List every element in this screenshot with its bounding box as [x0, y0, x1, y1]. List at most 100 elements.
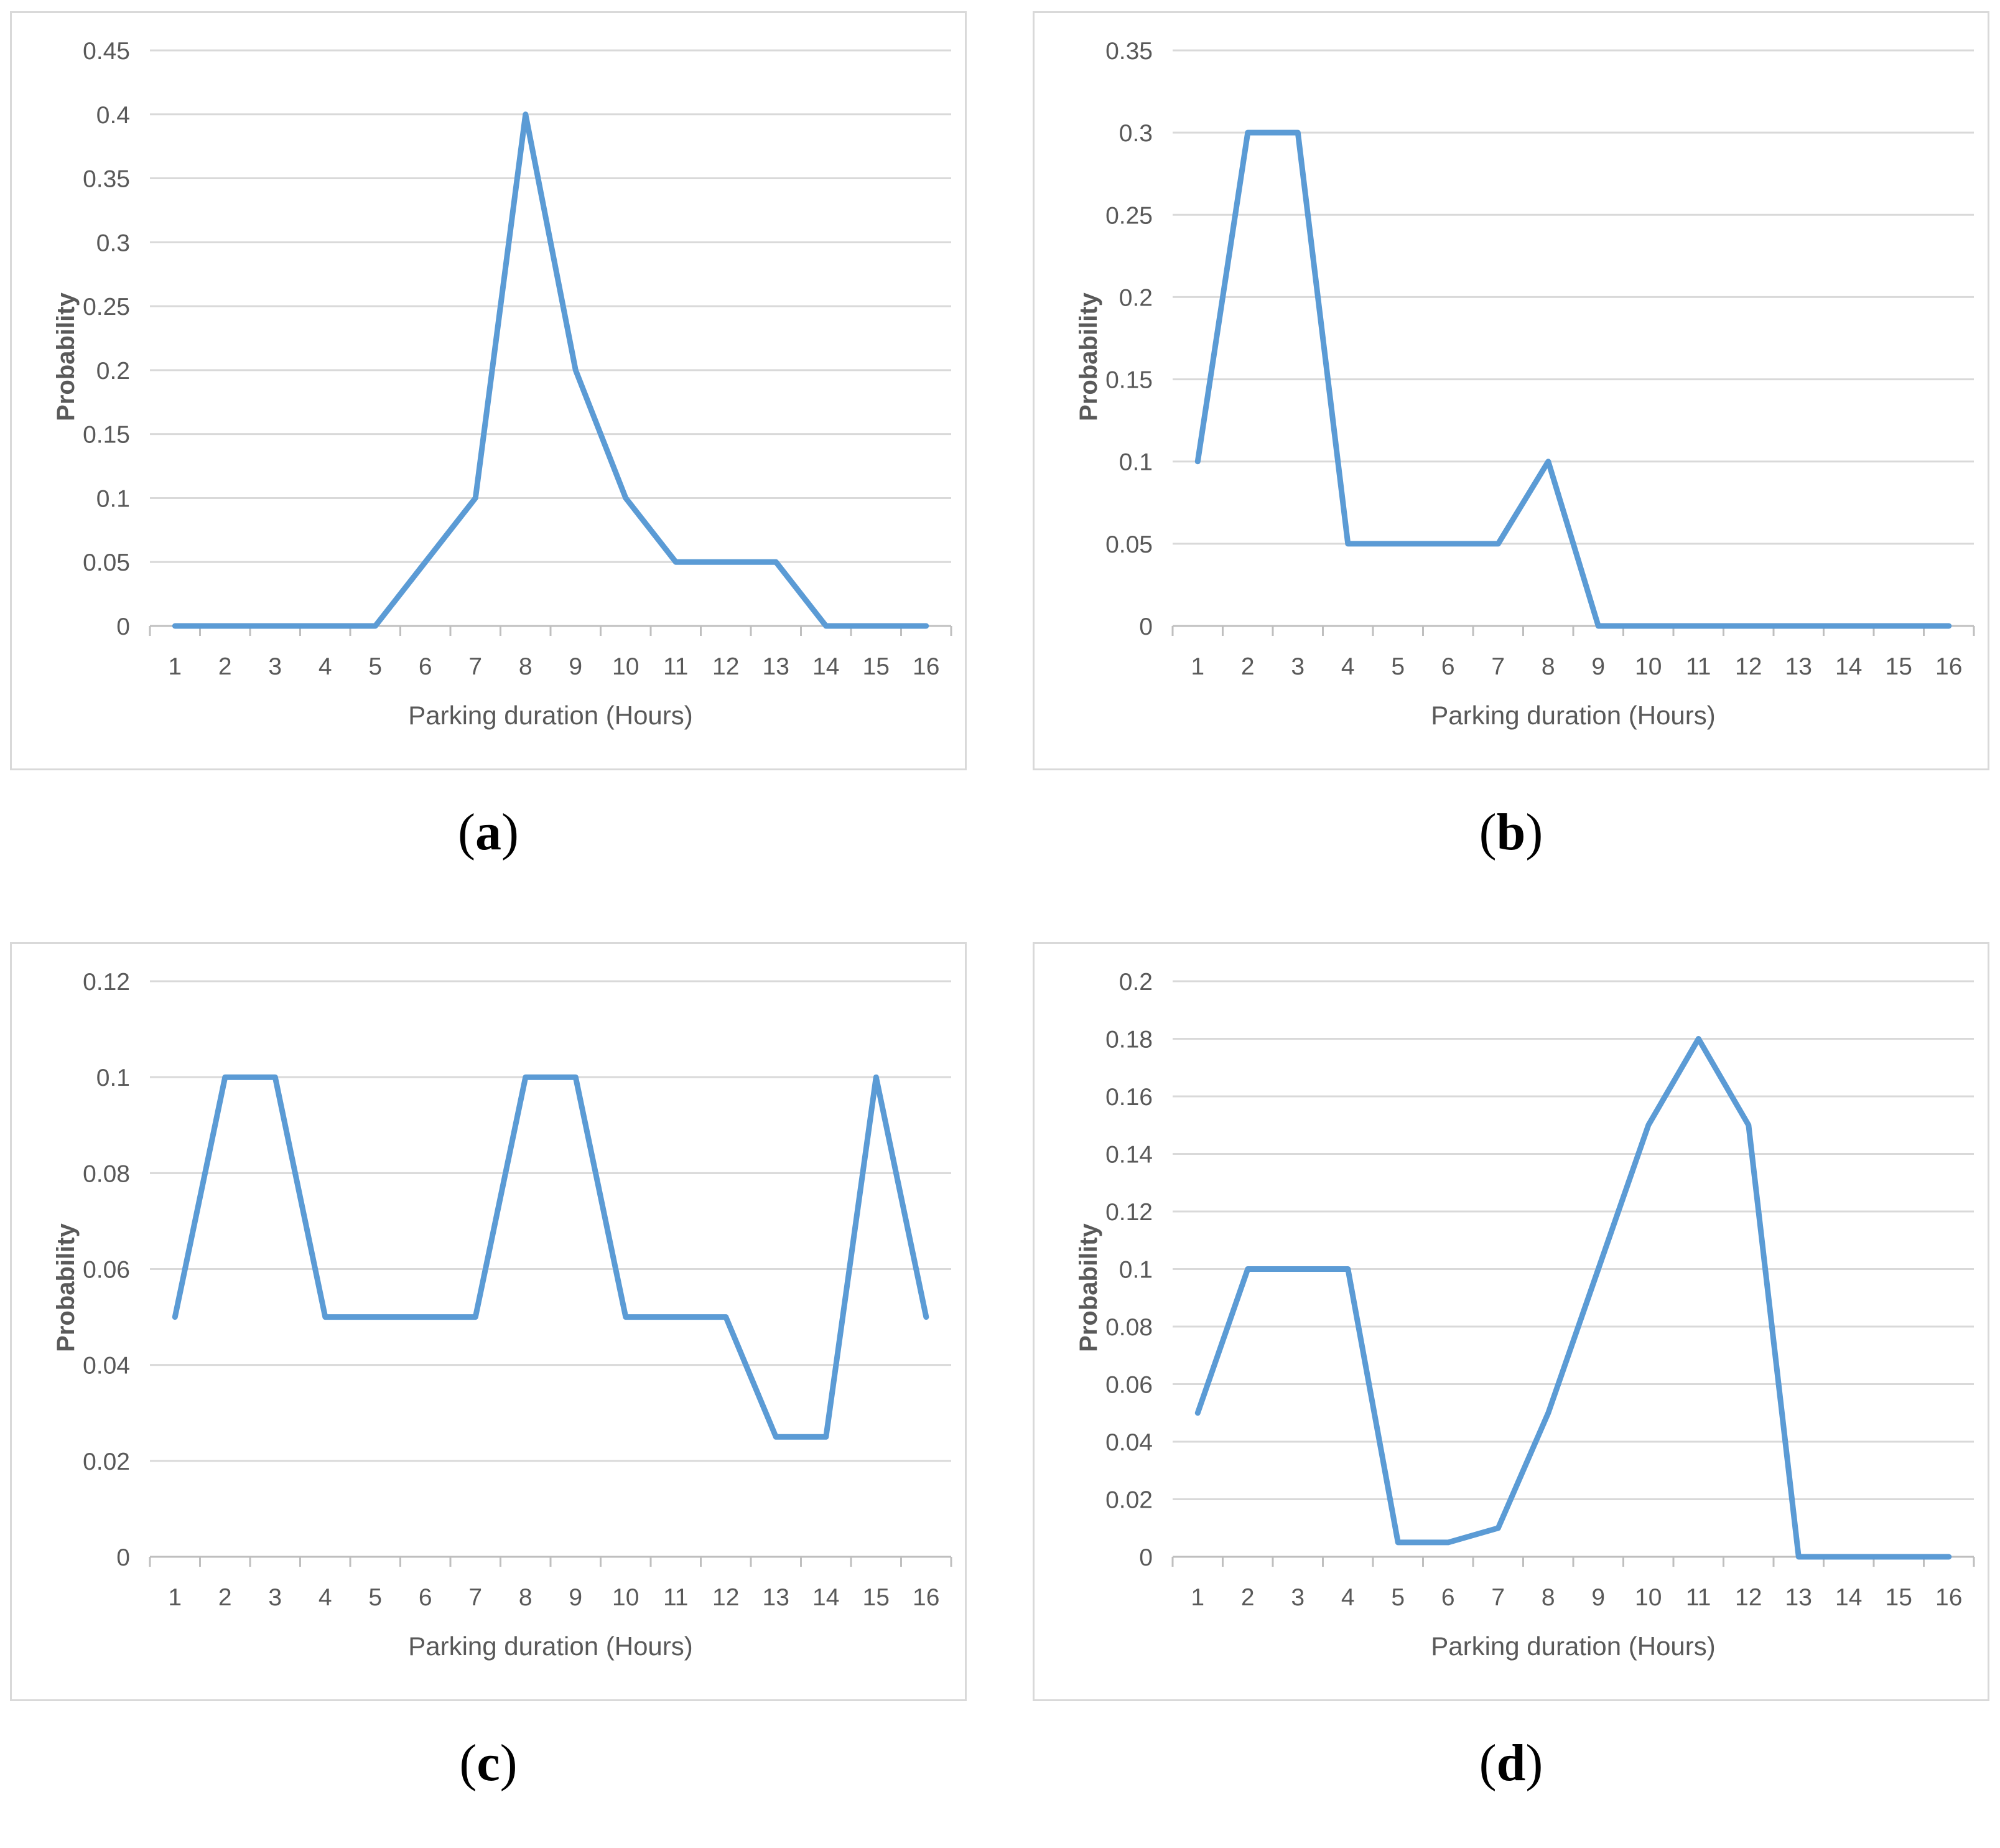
- caption-d-open: (: [1479, 1734, 1497, 1792]
- y-tick-label-d-1: 0.02: [1105, 1487, 1153, 1514]
- x-tick-label-d-1: 2: [1241, 1584, 1255, 1611]
- x-tick-label-b-7: 8: [1542, 653, 1555, 680]
- x-tick-label-b-1: 2: [1241, 653, 1255, 680]
- y-tick-label-a-4: 0.2: [96, 358, 130, 385]
- x-tick-label-d-15: 16: [1935, 1584, 1962, 1611]
- x-tick-label-a-14: 15: [863, 653, 890, 680]
- x-axis-title-b: Parking duration (Hours): [1431, 701, 1716, 730]
- x-tick-label-d-7: 8: [1542, 1584, 1555, 1611]
- x-tick-label-a-3: 4: [319, 653, 332, 680]
- y-tick-label-d-10: 0.2: [1119, 969, 1153, 996]
- x-axis-title-a: Parking duration (Hours): [408, 701, 693, 730]
- chart-panel-d: 0 0.02 0.04 0.06 0.08 0.1 0.12 0.14 0.16 0.18 0.2 1…: [1033, 942, 1989, 1848]
- x-tick-label-a-9: 10: [612, 653, 639, 680]
- x-tick-label-c-6: 7: [468, 1584, 482, 1611]
- x-tick-label-a-5: 6: [419, 653, 432, 680]
- y-axis-title-a: Probability: [52, 292, 80, 421]
- x-tick-label-b-12: 13: [1785, 653, 1812, 680]
- y-tick-label-b-7: 0.35: [1105, 38, 1153, 65]
- x-tick-label-b-6: 7: [1491, 653, 1505, 680]
- y-tick-label-d-6: 0.12: [1105, 1199, 1153, 1226]
- y-tick-label-d-7: 0.14: [1105, 1142, 1153, 1169]
- y-tick-label-d-3: 0.06: [1105, 1372, 1153, 1399]
- x-tick-label-c-0: 1: [168, 1584, 182, 1611]
- caption-b-close: ): [1525, 803, 1543, 861]
- x-tick-label-a-12: 13: [763, 653, 789, 680]
- caption-d-close: ): [1525, 1734, 1543, 1792]
- line-chart-c: 00.020.040.060.080.10.121 2 3 4 5 6 7 8 9 10 11 12 1…: [52, 969, 952, 1661]
- x-tick-label-c-9: 10: [612, 1584, 639, 1611]
- caption-c: (c): [10, 1729, 967, 1798]
- y-tick-label-a-1: 0.05: [83, 549, 130, 576]
- x-axis-title-c: Parking duration (Hours): [408, 1631, 693, 1661]
- x-tick-label-b-11: 12: [1735, 653, 1762, 680]
- y-tick-label-c-4: 0.08: [83, 1160, 130, 1187]
- x-tick-label-c-8: 9: [569, 1584, 582, 1611]
- y-tick-label-a-5: 0.25: [83, 294, 130, 320]
- caption-a: (a): [10, 798, 967, 867]
- x-tick-label-b-8: 9: [1591, 653, 1605, 680]
- x-tick-label-d-8: 9: [1591, 1584, 1605, 1611]
- x-tick-label-d-13: 14: [1835, 1584, 1862, 1611]
- x-tick-label-d-2: 3: [1291, 1584, 1305, 1611]
- x-tick-label-d-10: 11: [1686, 1584, 1711, 1611]
- y-tick-label-c-3: 0.06: [83, 1257, 130, 1284]
- y-tick-label-c-1: 0.02: [83, 1449, 130, 1475]
- x-tick-label-d-4: 5: [1391, 1584, 1405, 1611]
- y-axis-title-d: Probability: [1075, 1223, 1102, 1351]
- caption-c-open: (: [459, 1734, 477, 1792]
- caption-b: (b): [1033, 798, 1989, 867]
- x-axis-title-d: Parking duration (Hours): [1431, 1631, 1716, 1661]
- chart-panel-b: 0 0.05 0.1 0.15 0.2 0.25 0.3 0.35 1 2 3 4 5 6 7 8 9 10 11 1…: [1033, 11, 1989, 917]
- y-tick-label-c-0: 0: [116, 1544, 130, 1571]
- x-tick-label-c-15: 16: [913, 1584, 939, 1611]
- x-tick-label-a-11: 12: [712, 653, 739, 680]
- x-tick-label-a-13: 14: [812, 653, 839, 680]
- y-tick-label-b-4: 0.2: [1119, 284, 1153, 311]
- chart-frame-c: 0 0.02 0.04 0.06 0.08 0.1 0.12 1 2 3 4 5 6 7 8 9 10 11 12 1…: [10, 942, 967, 1701]
- y-tick-label-b-1: 0.05: [1105, 531, 1153, 558]
- x-tick-label-d-5: 6: [1441, 1584, 1455, 1611]
- y-tick-label-a-0: 0: [116, 614, 130, 640]
- x-tick-label-c-1: 2: [218, 1584, 232, 1611]
- chart-frame-a: 0 0.05 0.1 0.15 0.2 0.25 0.3 0.35 0.4 0.45 1 2 3 4 5 6 7…: [10, 11, 967, 770]
- x-tick-label-c-12: 13: [763, 1584, 789, 1611]
- caption-c-close: ): [500, 1734, 518, 1792]
- y-axis-title-c: Probability: [52, 1223, 80, 1351]
- x-tick-label-d-11: 12: [1735, 1584, 1762, 1611]
- caption-c-letter: c: [477, 1734, 500, 1792]
- line-chart-d: 0 0.02 0.04 0.06 0.08 0.1 0.12 0.14 0.16 0.18 0.2 1…: [1075, 969, 1975, 1661]
- x-tick-label-c-14: 15: [863, 1584, 890, 1611]
- y-tick-label-d-4: 0.08: [1105, 1314, 1153, 1341]
- y-tick-label-d-0: 0: [1139, 1544, 1153, 1571]
- x-tick-label-d-12: 13: [1785, 1584, 1812, 1611]
- x-tick-label-c-10: 11: [663, 1584, 689, 1611]
- y-tick-label-b-0: 0: [1139, 614, 1153, 640]
- x-tick-label-a-8: 9: [569, 653, 582, 680]
- y-tick-label-c-2: 0.04: [83, 1353, 130, 1379]
- chart-panel-a: 0 0.05 0.1 0.15 0.2 0.25 0.3 0.35 0.4 0.45 1 2 3 4 5 6 7…: [10, 11, 967, 917]
- y-tick-label-d-2: 0.04: [1105, 1429, 1153, 1456]
- line-chart-a: 00.050.10.150.20.250.30.350.40.451 2 3 4 5 6 7…: [52, 38, 952, 730]
- caption-b-letter: b: [1496, 803, 1526, 861]
- series-line-a-0: [172, 111, 929, 629]
- caption-d-letter: d: [1496, 1734, 1526, 1792]
- x-tick-label-b-15: 16: [1935, 653, 1962, 680]
- chart-frame-d: 0 0.02 0.04 0.06 0.08 0.1 0.12 0.14 0.16 0.18 0.2 1…: [1033, 942, 1989, 1701]
- y-tick-label-a-3: 0.15: [83, 422, 130, 449]
- x-tick-label-a-1: 2: [218, 653, 232, 680]
- y-tick-label-a-6: 0.3: [96, 230, 130, 256]
- y-axis-title-b: Probability: [1075, 292, 1102, 421]
- x-tick-label-c-4: 5: [368, 1584, 382, 1611]
- y-tick-label-b-6: 0.3: [1119, 120, 1153, 147]
- x-tick-label-c-11: 12: [712, 1584, 739, 1611]
- y-tick-label-b-3: 0.15: [1105, 367, 1153, 394]
- x-tick-label-b-10: 11: [1686, 653, 1711, 680]
- x-tick-label-d-6: 7: [1491, 1584, 1505, 1611]
- caption-a-letter: a: [475, 803, 501, 861]
- x-tick-label-a-15: 16: [913, 653, 939, 680]
- line-chart-b: 00.050.10.150.20.250.30.351 2 3 4 5 6 7 8 9 10 11 1…: [1075, 38, 1975, 730]
- y-tick-label-a-2: 0.1: [96, 485, 130, 512]
- x-tick-label-a-10: 11: [663, 653, 689, 680]
- y-tick-label-c-6: 0.12: [83, 969, 130, 996]
